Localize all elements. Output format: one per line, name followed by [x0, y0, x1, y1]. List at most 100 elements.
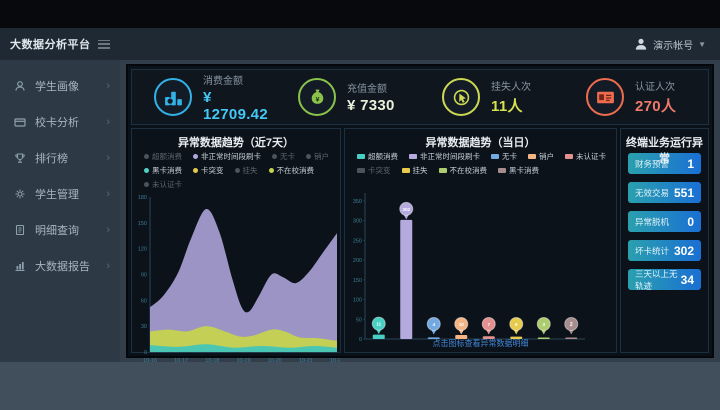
legend-marker: [401, 168, 410, 173]
panel-trend-7d: 异常数据趋势（近7天） 超额消费 非正常时间段刷卡 无卡 销户 黑卡消费 卡突变 挂失 不在校…: [131, 128, 344, 364]
stat-row-3[interactable]: 坏卡统计 302: [628, 240, 701, 261]
stat-value: 302: [673, 243, 694, 258]
stat-row-4[interactable]: 三天以上无轨迹 34: [628, 269, 701, 291]
legend-label: 无卡: [502, 152, 517, 161]
kpi-id-card: 认证人次 270人: [564, 78, 708, 116]
stat-row-0[interactable]: 财务预警 1: [628, 153, 701, 174]
svg-text:60: 60: [141, 298, 147, 304]
legend-marker: [144, 182, 149, 187]
sidebar-item-gear[interactable]: 学生管理 ›: [0, 176, 120, 212]
stat-row-1[interactable]: 无效交易 551: [628, 182, 701, 203]
sidebar-item-label: 大数据报告: [35, 261, 90, 273]
svg-text:10-17: 10-17: [174, 358, 188, 364]
sidebar: 学生画像 › 校卡分析 › 排行榜 › 学生管理 › 明细查询 › 大数据报告 ›: [0, 60, 120, 362]
coins-icon: [154, 78, 192, 116]
legend-item[interactable]: 销户: [306, 151, 329, 162]
legend-item[interactable]: 挂失: [401, 165, 428, 176]
menu-toggle-icon[interactable]: [98, 39, 110, 49]
kpi-value: 11人: [491, 98, 523, 115]
legend-item[interactable]: 卡突变: [193, 165, 224, 176]
legend-marker: [306, 154, 311, 159]
legend-label: 未认证卡: [152, 180, 182, 189]
legend-label: 不在校消费: [276, 166, 315, 175]
legend-item[interactable]: 销户: [528, 151, 554, 162]
charts-row: 异常数据趋势（近7天） 超额消费 非正常时间段刷卡 无卡 销户 黑卡消费 卡突变 挂失 不在校…: [131, 128, 709, 364]
bar-2[interactable]: 4: [426, 317, 441, 340]
legend-item[interactable]: 超额消费: [357, 151, 398, 162]
kpi-label: 充值金额: [347, 84, 387, 95]
svg-text:10: 10: [459, 322, 465, 327]
bar-5[interactable]: 6: [509, 317, 524, 340]
chevron-right-icon: ›: [106, 80, 110, 92]
hand-click-icon: [442, 78, 480, 116]
legend-item[interactable]: 非正常时间段刷卡: [193, 151, 261, 162]
sidebar-item-report[interactable]: 大数据报告 ›: [0, 248, 120, 284]
area-series-2[interactable]: [150, 344, 337, 352]
user-name: 演示帐号: [653, 40, 694, 52]
kpi-text: 挂失人次 11人: [491, 78, 531, 116]
bar-3[interactable]: 10: [454, 317, 469, 340]
legend-item[interactable]: 卡突变: [357, 165, 391, 176]
panel-trend-today: 异常数据趋势（当日） 超额消费 非正常时间段刷卡 无卡 销户 未认证卡卡突变 挂失 不在校消…: [344, 128, 617, 353]
brand-area: 大数据分析平台: [0, 28, 120, 60]
sidebar-item-user[interactable]: 学生画像 ›: [0, 68, 120, 104]
bar-1[interactable]: 302: [399, 201, 414, 339]
svg-text:150: 150: [353, 278, 362, 284]
sidebar-item-trophy[interactable]: 排行榜 ›: [0, 140, 120, 176]
bar-0[interactable]: 11: [371, 316, 386, 339]
bar-7[interactable]: 2: [564, 317, 579, 340]
legend-marker: [193, 168, 198, 173]
stat-label: 财务预警: [635, 158, 670, 169]
stat-label: 坏卡统计: [635, 245, 670, 256]
legend-item[interactable]: 黑卡消费: [144, 165, 182, 176]
legend-item[interactable]: 未认证卡: [565, 151, 606, 162]
legend-item[interactable]: 未认证卡: [144, 179, 182, 190]
gear-icon: [15, 189, 25, 199]
legend-label: 非正常时间段刷卡: [420, 152, 480, 161]
legend-label: 销户: [314, 152, 329, 161]
detail-link[interactable]: 点击图标查看异常数据明细: [432, 339, 529, 348]
svg-text:100: 100: [353, 298, 362, 304]
chevron-right-icon: ›: [106, 224, 110, 236]
bar-4[interactable]: 7: [481, 317, 496, 340]
user-icon: [15, 81, 25, 91]
legend-marker: [357, 168, 365, 173]
sidebar-item-label: 明细查询: [35, 225, 79, 237]
legend-item[interactable]: 不在校消费: [268, 165, 315, 176]
stat-row-2[interactable]: 异常脱机 0: [628, 211, 701, 232]
kpi-value: ¥ 12709.42: [203, 88, 268, 123]
svg-text:10-20: 10-20: [268, 358, 282, 364]
area-series-0[interactable]: [150, 208, 337, 352]
legend-item[interactable]: 无卡: [491, 151, 517, 162]
kpi-text: 充值金额 ¥ 7330: [347, 80, 395, 114]
trend-today-title: 异常数据趋势（当日）: [425, 137, 536, 149]
svg-text:2: 2: [570, 322, 573, 328]
user-menu[interactable]: 演示帐号 ▼: [634, 37, 720, 52]
legend-item[interactable]: 不在校消费: [438, 165, 487, 176]
bar-6[interactable]: 3: [536, 317, 551, 340]
stat-label: 异常脱机: [635, 216, 670, 227]
id-card-icon: [586, 78, 624, 116]
legend-item[interactable]: 无卡: [272, 151, 295, 162]
legend-marker: [193, 154, 198, 159]
letterbox-top: [0, 0, 720, 28]
svg-text:10-18: 10-18: [205, 358, 219, 364]
stat-value: 0: [687, 214, 694, 229]
sidebar-item-doc[interactable]: 明细查询 ›: [0, 212, 120, 248]
svg-text:10-21: 10-21: [299, 358, 313, 364]
legend-item[interactable]: 非正常时间段刷卡: [409, 151, 480, 162]
report-icon: [15, 262, 25, 271]
legend-item[interactable]: 黑卡消费: [498, 165, 539, 176]
svg-text:302: 302: [402, 207, 410, 212]
svg-text:0: 0: [144, 350, 147, 356]
legend-label: 卡突变: [368, 166, 391, 175]
sidebar-item-card[interactable]: 校卡分析 ›: [0, 104, 120, 140]
legend-label: 无卡: [280, 152, 295, 161]
trend-today-bar-chart: 350 300 250 200 150 100 50 0 11 302 4 10 7 6 3 2: [353, 193, 585, 343]
svg-text:50: 50: [356, 317, 362, 323]
legend-item[interactable]: 挂失: [234, 165, 258, 176]
chevron-right-icon: ›: [106, 188, 110, 200]
chevron-right-icon: ›: [106, 152, 110, 164]
legend-item[interactable]: 超额消费: [144, 151, 182, 162]
svg-text:350: 350: [353, 199, 362, 205]
